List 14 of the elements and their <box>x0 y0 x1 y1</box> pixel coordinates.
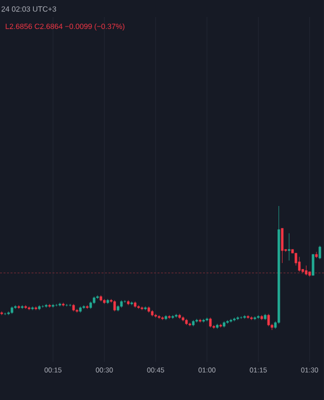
candlestick <box>318 245 322 260</box>
candlestick <box>281 228 284 264</box>
candlestick <box>288 233 290 261</box>
candlestick <box>267 314 270 327</box>
candlestick <box>304 265 308 276</box>
candlestick <box>230 318 232 323</box>
candlestick <box>209 317 212 328</box>
candlestick <box>312 254 314 276</box>
candlestick <box>206 317 208 322</box>
candlestick <box>202 318 205 323</box>
candlestick <box>113 300 116 312</box>
candlestick <box>31 306 34 310</box>
candlestick <box>315 252 318 258</box>
candlestick <box>298 256 301 272</box>
